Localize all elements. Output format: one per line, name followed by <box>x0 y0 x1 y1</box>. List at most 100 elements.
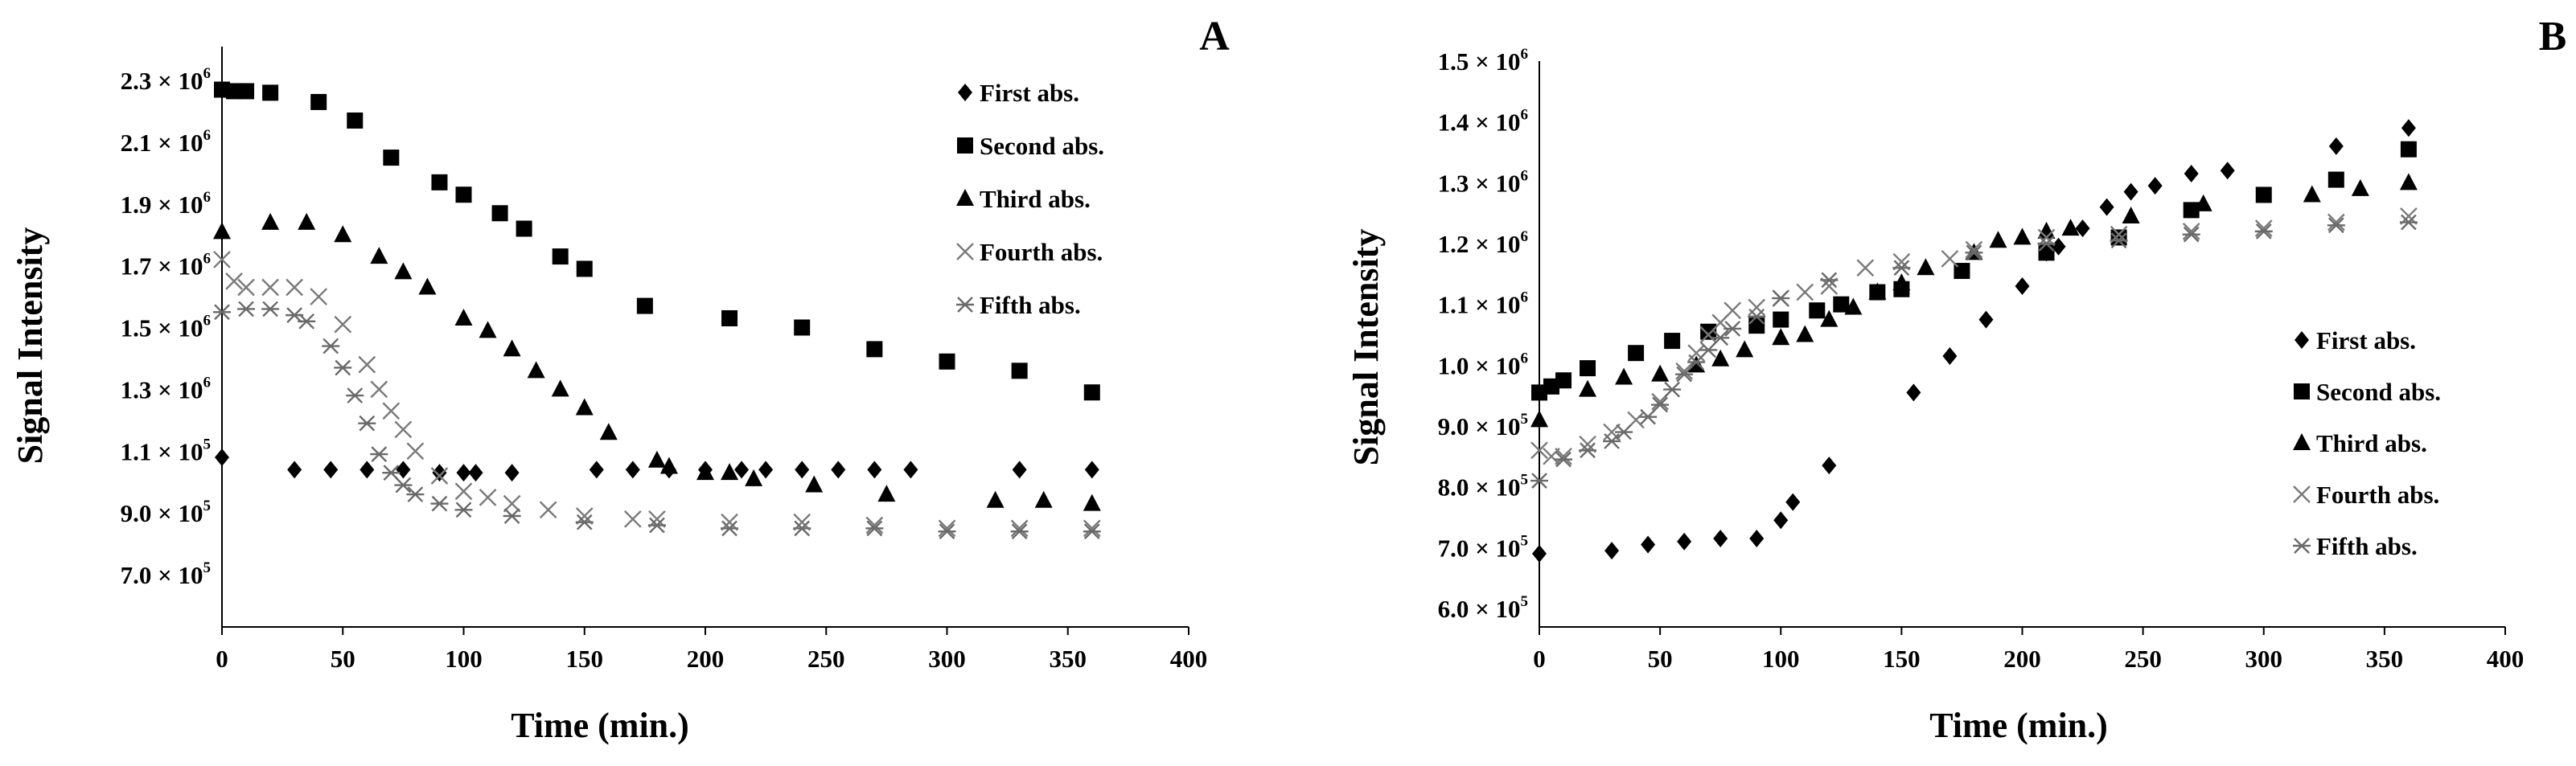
data-point <box>213 251 231 268</box>
data-point <box>1675 363 1693 380</box>
data-point <box>1687 344 1706 363</box>
y-tick-label: 7.0 × 105 <box>121 559 211 589</box>
data-point <box>334 225 352 243</box>
data-point <box>1603 433 1621 449</box>
data-point <box>1711 349 1730 367</box>
data-point <box>721 463 739 481</box>
x-tick-label: 400 <box>1170 645 1208 673</box>
data-point <box>2037 236 2056 252</box>
data-point <box>298 212 316 230</box>
series-third-abs <box>1530 173 2418 428</box>
y-axis-title-b: Signal Intensity <box>1346 229 1386 466</box>
data-point <box>454 502 473 518</box>
data-point <box>589 461 604 479</box>
legend-marker <box>2293 538 2311 554</box>
y-ticks-a: 7.0 × 105 9.0 × 105 1.1 × 105 1.3 × 106 1.5 … <box>121 65 211 589</box>
data-point <box>394 420 413 439</box>
x-tick-label: 350 <box>2366 645 2404 673</box>
data-point <box>1844 297 1863 315</box>
data-point <box>1543 378 1560 395</box>
data-point <box>1773 311 1789 328</box>
data-point <box>624 510 642 528</box>
data-point <box>647 450 666 468</box>
data-point <box>503 494 521 513</box>
plot-area-a <box>213 81 1101 540</box>
data-point <box>358 355 376 374</box>
data-point <box>1677 532 1692 551</box>
data-point <box>454 482 473 501</box>
data-point <box>1989 231 2007 248</box>
data-point <box>1010 523 1029 540</box>
data-point <box>213 222 231 240</box>
data-point <box>1978 310 1994 329</box>
legend-label: First abs. <box>2316 326 2416 354</box>
data-point <box>721 520 739 537</box>
series-third-abs <box>213 212 1101 511</box>
data-point <box>432 464 447 482</box>
data-point <box>2183 202 2200 219</box>
data-point <box>455 186 472 203</box>
data-point <box>456 464 471 482</box>
data-point <box>347 112 364 129</box>
data-point <box>1532 544 1547 563</box>
data-point <box>406 442 425 461</box>
data-point <box>310 93 327 110</box>
data-point <box>1723 301 1742 320</box>
x-tick-label: 100 <box>445 645 483 673</box>
data-point <box>383 150 400 166</box>
data-point <box>1663 381 1682 398</box>
data-point <box>1773 511 1789 530</box>
panel-label-b: B <box>2539 14 2567 59</box>
y-tick-label: 6.0 × 105 <box>1438 593 1528 623</box>
data-point <box>370 247 388 264</box>
data-point <box>431 174 448 190</box>
data-point <box>1641 535 1656 554</box>
data-point <box>2254 219 2273 237</box>
data-point <box>636 297 653 314</box>
data-point <box>2399 214 2418 231</box>
data-point <box>1530 441 1548 460</box>
data-point <box>2194 194 2212 211</box>
data-point <box>358 415 376 432</box>
data-point <box>1856 259 1875 277</box>
data-point <box>491 205 508 222</box>
legend-label: Fifth abs. <box>980 291 1081 319</box>
panel-label-a: A <box>1199 14 1230 59</box>
x-tick-label: 100 <box>1762 645 1800 673</box>
legend-label: Third abs. <box>2316 429 2427 457</box>
data-point <box>1954 263 1970 280</box>
data-point <box>1034 490 1053 508</box>
series-fourth-abs <box>213 251 1101 538</box>
data-point <box>1699 342 1718 358</box>
data-point <box>1772 328 1790 346</box>
data-point <box>866 341 883 358</box>
data-point <box>1965 240 1983 259</box>
data-point <box>370 380 388 399</box>
data-point <box>1820 272 1839 289</box>
data-point <box>2182 223 2200 240</box>
y-tick-label: 1.0 × 106 <box>1438 350 1528 379</box>
data-point <box>226 83 243 100</box>
data-point <box>1675 366 1694 383</box>
legend-marker <box>956 189 974 206</box>
data-point <box>794 319 811 336</box>
data-point <box>2061 219 2080 236</box>
data-point <box>298 313 316 330</box>
legend-label: Second abs. <box>2316 378 2441 406</box>
legend-marker <box>2294 383 2310 399</box>
legend-label: Fifth abs. <box>2316 532 2418 560</box>
data-point <box>2099 198 2114 216</box>
x-tick-label: 300 <box>928 645 966 673</box>
data-point <box>1868 282 1887 300</box>
series-fifth-abs <box>1530 214 2418 489</box>
data-point <box>1713 529 1728 547</box>
y-ticks-b: 6.0 × 105 7.0 × 105 8.0 × 105 9.0 × 105 1.0 … <box>1438 46 1528 623</box>
data-point <box>1942 346 1958 365</box>
data-point <box>382 465 401 481</box>
legend-marker <box>957 137 973 154</box>
series-fifth-abs <box>213 301 1101 540</box>
x-ticks-a: 0 50 100 150 200 250 300 350 400 <box>216 627 1207 673</box>
data-point <box>1580 360 1596 377</box>
data-point <box>1615 424 1633 440</box>
data-point <box>2327 213 2345 231</box>
